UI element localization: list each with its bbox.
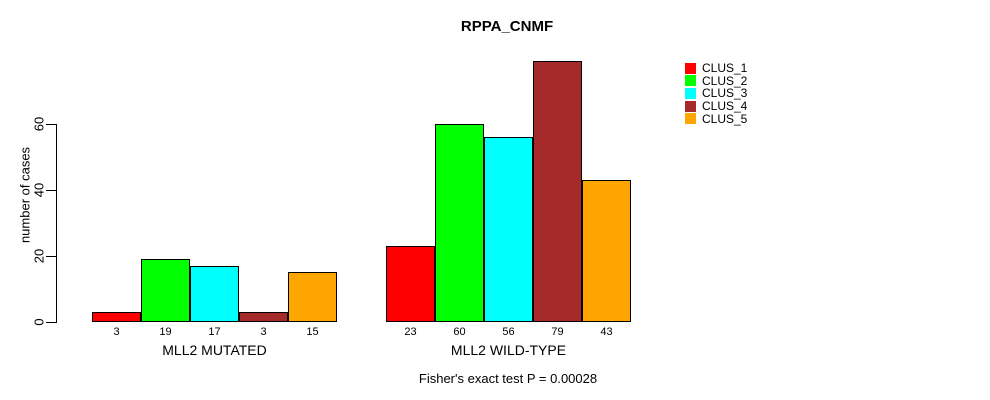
- legend-item-label: CLUS_1: [702, 61, 748, 76]
- bar-clus_5: [582, 180, 631, 322]
- y-axis-line: [56, 124, 57, 323]
- bar-clus_4: [239, 312, 288, 322]
- group-label: MLL2 WILD-TYPE: [450, 342, 567, 358]
- y-tick-label: 40: [31, 182, 47, 198]
- bar-value-label: 60: [453, 326, 466, 338]
- legend-item: CLUS_1: [685, 62, 747, 75]
- y-tick-mark: [46, 322, 56, 323]
- legend-item-label: CLUS_4: [702, 99, 748, 114]
- legend-swatch-icon: [685, 62, 696, 74]
- bar-clus_2: [141, 259, 190, 322]
- bar-clus_3: [190, 266, 239, 322]
- legend-item-label: CLUS_3: [702, 86, 748, 101]
- subtitle-fisher-test: Fisher's exact test P = 0.00028: [418, 371, 598, 386]
- bar-value-label: 43: [600, 326, 613, 338]
- bar-value-label: 19: [159, 326, 172, 338]
- legend-swatch-icon: [685, 75, 696, 87]
- y-tick-label: 0: [31, 318, 47, 326]
- group-label: MLL2 MUTATED: [162, 342, 267, 358]
- legend-item-label: CLUS_2: [702, 73, 748, 88]
- bar-value-label: 23: [404, 326, 417, 338]
- bar-clus_1: [386, 246, 435, 322]
- bar-value-label: 3: [113, 326, 120, 338]
- legend-item-label: CLUS_5: [702, 111, 748, 126]
- bar-clus_4: [533, 61, 582, 322]
- bar-value-label: 56: [502, 326, 515, 338]
- bar-clus_1: [92, 312, 141, 322]
- bar-value-label: 79: [551, 326, 564, 338]
- legend: CLUS_1 CLUS_2 CLUS_3 CLUS_4 CLUS_5: [685, 62, 747, 125]
- bar-clus_3: [484, 137, 533, 322]
- bar-clus_5: [288, 272, 337, 322]
- y-tick-mark: [46, 190, 56, 191]
- bar-clus_2: [435, 124, 484, 322]
- bar-value-label: 17: [208, 326, 221, 338]
- legend-item: CLUS_3: [685, 87, 747, 100]
- y-tick-mark: [46, 124, 56, 125]
- y-tick-label: 60: [31, 116, 47, 132]
- legend-swatch-icon: [685, 100, 696, 112]
- bar-value-label: 3: [260, 326, 267, 338]
- y-axis-label: number of cases: [17, 146, 33, 244]
- y-tick-label: 20: [31, 248, 47, 264]
- y-tick-mark: [46, 256, 56, 257]
- chart-title: RPPA_CNMF: [460, 18, 554, 35]
- legend-swatch-icon: [685, 87, 696, 99]
- legend-item: CLUS_4: [685, 100, 747, 113]
- legend-swatch-icon: [685, 113, 696, 125]
- bar-value-label: 15: [306, 326, 319, 338]
- legend-item: CLUS_5: [685, 112, 747, 125]
- legend-item: CLUS_2: [685, 75, 747, 88]
